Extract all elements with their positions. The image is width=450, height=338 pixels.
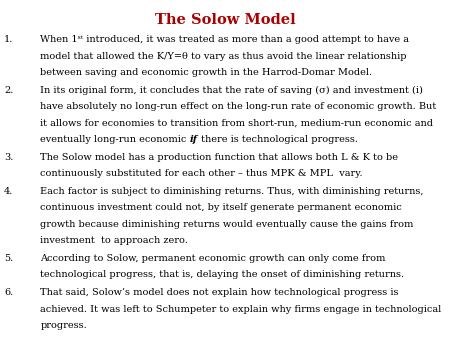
Text: That said, Solow’s model does not explain how technological progress is: That said, Solow’s model does not explai… <box>40 288 399 297</box>
Text: achieved. It was left to Schumpeter to explain why firms engage in technological: achieved. It was left to Schumpeter to e… <box>40 305 442 314</box>
Text: investment  to approach zero.: investment to approach zero. <box>40 236 189 245</box>
Text: continuously substituted for each other – thus MPK & MPL  vary.: continuously substituted for each other … <box>40 169 363 178</box>
Text: The Solow model has a production function that allows both L & K to be: The Solow model has a production functio… <box>40 153 399 162</box>
Text: 1.: 1. <box>4 35 14 45</box>
Text: 2.: 2. <box>4 86 14 95</box>
Text: 6.: 6. <box>4 288 14 297</box>
Text: between saving and economic growth in the Harrod-Domar Model.: between saving and economic growth in th… <box>40 68 373 77</box>
Text: 5.: 5. <box>4 254 14 263</box>
Text: continuous investment could not, by itself generate permanent economic: continuous investment could not, by itse… <box>40 203 402 213</box>
Text: progress.: progress. <box>40 321 87 330</box>
Text: have absolutely no long-run effect on the long-run rate of economic growth. But: have absolutely no long-run effect on th… <box>40 102 437 112</box>
Text: In its original form, it concludes that the rate of saving (σ) and investment (i: In its original form, it concludes that … <box>40 86 423 95</box>
Text: technological progress, that is, delaying the onset of diminishing returns.: technological progress, that is, delayin… <box>40 270 405 280</box>
Text: model that allowed the K/Y=θ to vary as thus avoid the linear relationship: model that allowed the K/Y=θ to vary as … <box>40 52 407 61</box>
Text: The Solow Model: The Solow Model <box>155 13 295 27</box>
Text: According to Solow, permanent economic growth can only come from: According to Solow, permanent economic g… <box>40 254 386 263</box>
Text: When 1ˢᵗ introduced, it was treated as more than a good attempt to have a: When 1ˢᵗ introduced, it was treated as m… <box>40 35 410 45</box>
Text: Each factor is subject to diminishing returns. Thus, with diminishing returns,: Each factor is subject to diminishing re… <box>40 187 424 196</box>
Text: it allows for economies to transition from short-run, medium-run economic and: it allows for economies to transition fr… <box>40 119 433 128</box>
Text: eventually long-run economic: eventually long-run economic <box>40 135 190 144</box>
Text: there is technological progress.: there is technological progress. <box>198 135 358 144</box>
Text: 4.: 4. <box>4 187 14 196</box>
Text: 3.: 3. <box>4 153 14 162</box>
Text: growth because diminishing returns would eventually cause the gains from: growth because diminishing returns would… <box>40 220 414 229</box>
Text: if: if <box>190 135 198 144</box>
